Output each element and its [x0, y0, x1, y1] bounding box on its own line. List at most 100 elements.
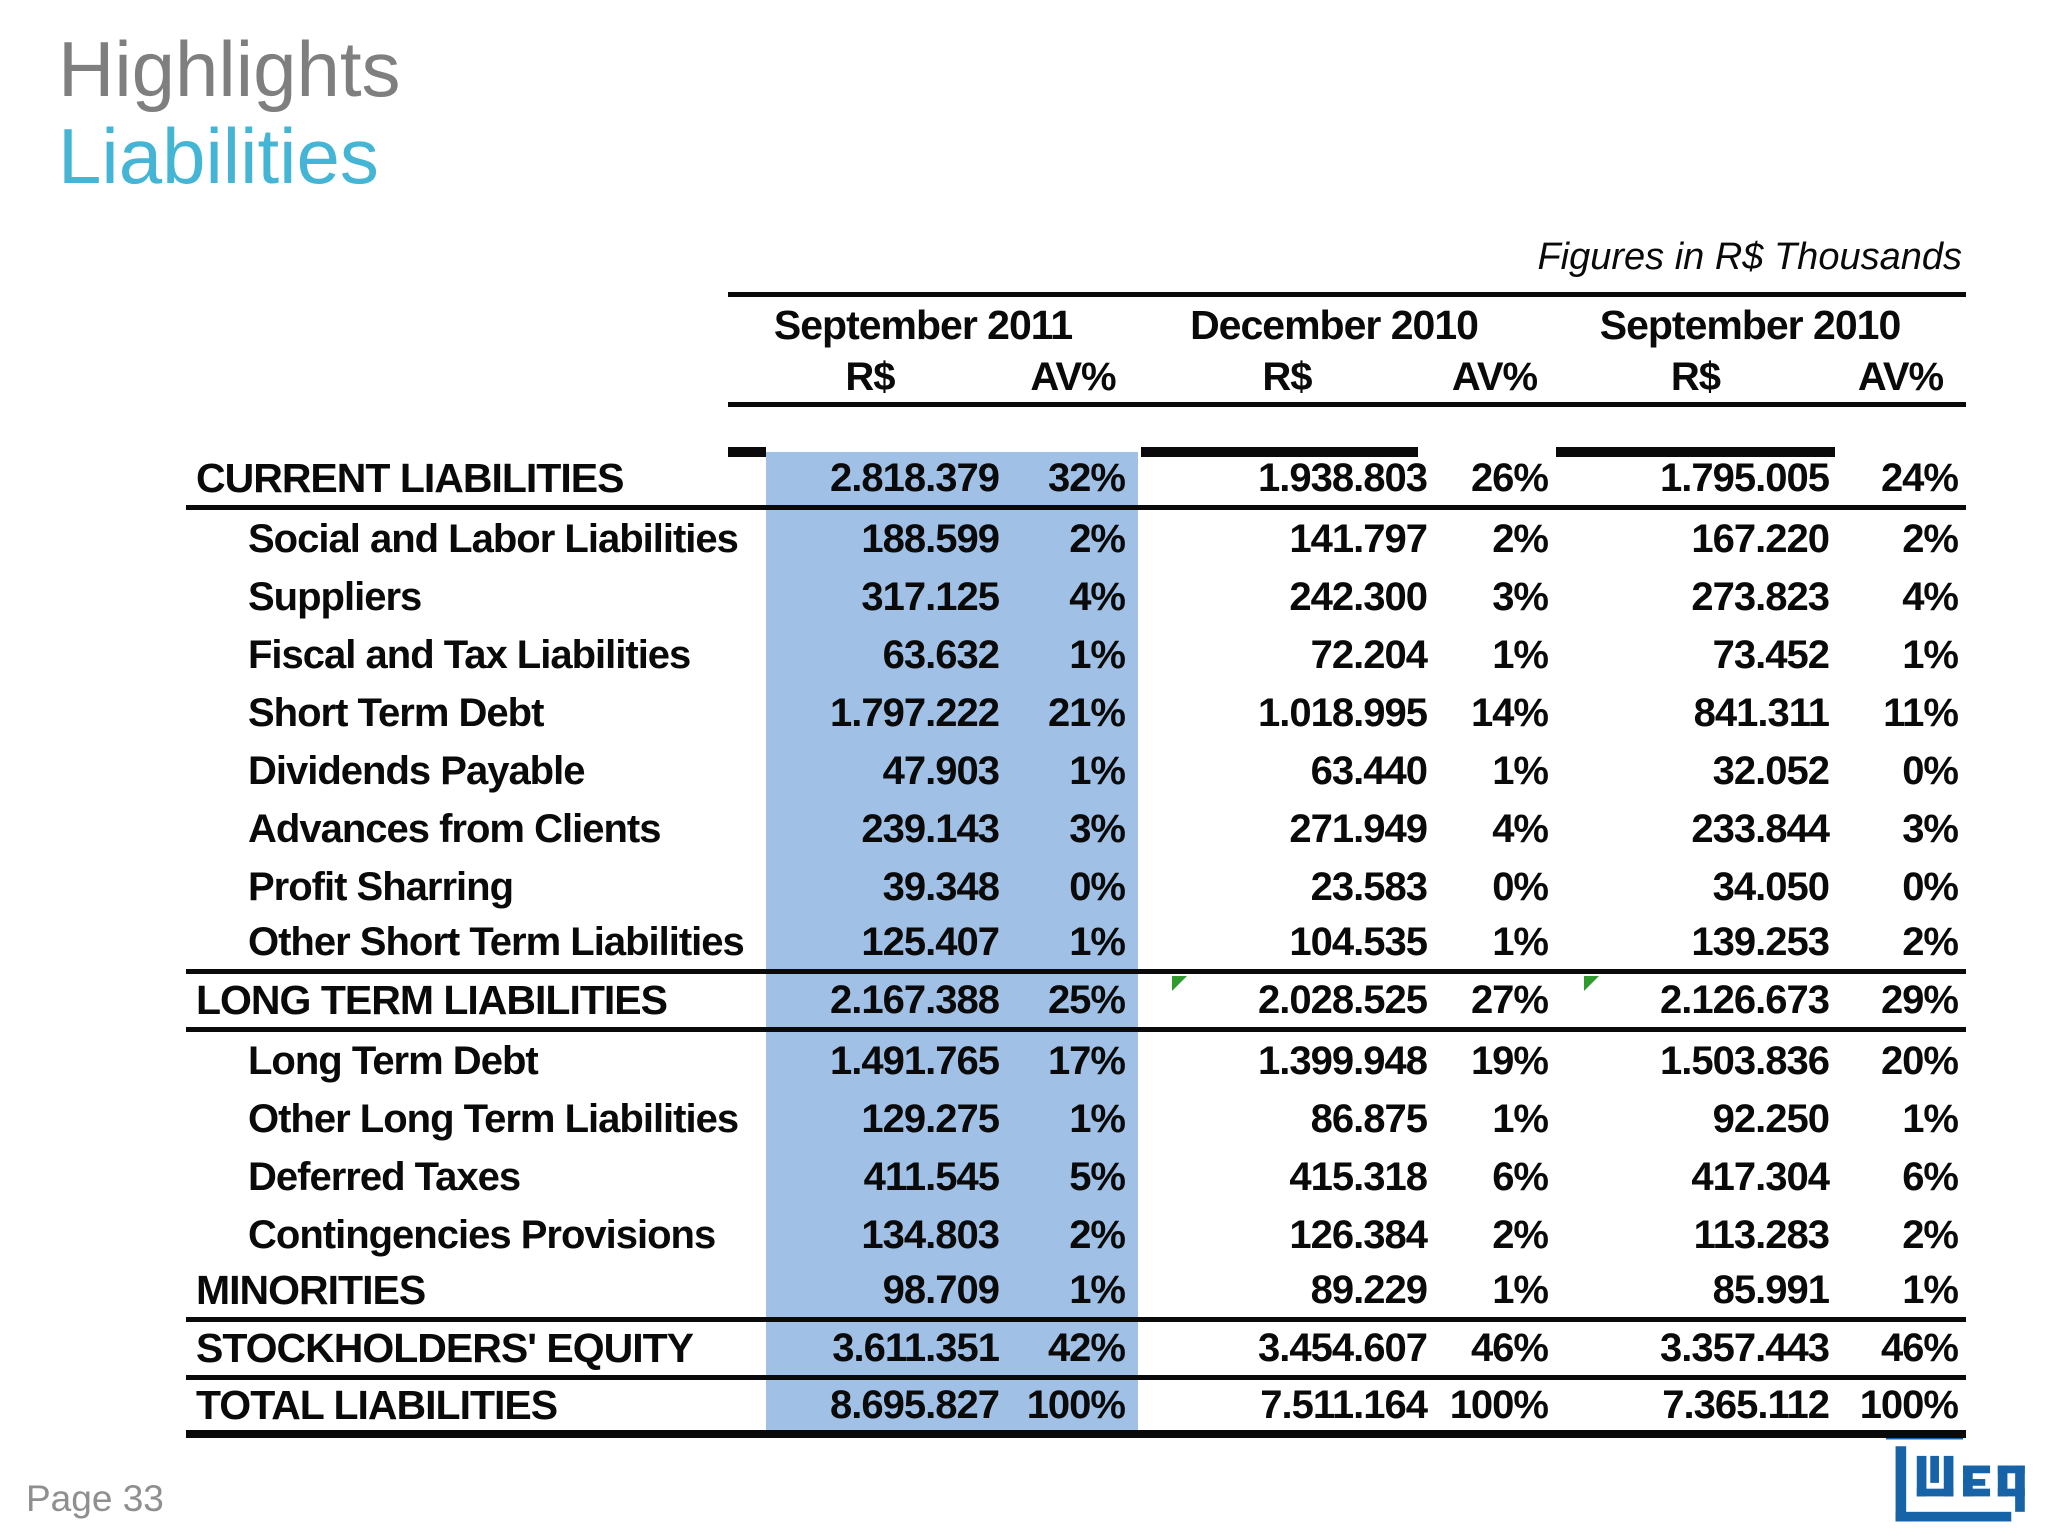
row-value: 3%: [1492, 574, 1549, 619]
row-value: 1.797.222: [830, 690, 1000, 735]
row-value: 141.797: [1289, 516, 1428, 561]
row-value: 3.357.443: [1660, 1326, 1830, 1370]
table-row: Advances from Clients 239.143 3% 271.949 4% 2…: [186, 800, 1966, 858]
row-value: 139.253: [1691, 920, 1830, 964]
row-value: 1%: [1069, 632, 1126, 677]
row-value: 0%: [1902, 864, 1959, 909]
table-row: Suppliers 317.125 4% 242.300 3% 273.823 4%: [186, 568, 1966, 626]
table-row: Social and Labor Liabilities 188.599 2% 141…: [186, 510, 1966, 568]
row-value: 4%: [1902, 574, 1959, 619]
row-label: Long Term Debt: [248, 1038, 539, 1083]
row-value: 6%: [1902, 1154, 1959, 1199]
row-label: Advances from Clients: [248, 806, 661, 851]
row-value: 25%: [1047, 978, 1126, 1022]
row-value: 32.052: [1712, 748, 1830, 793]
row-value: 411.545: [863, 1154, 1000, 1199]
row-value: 3.611.351: [832, 1326, 1000, 1370]
row-value: 104.535: [1289, 920, 1428, 964]
row-value: 8.695.827: [830, 1382, 1000, 1427]
row-value: 14%: [1470, 690, 1549, 735]
row-label: Social and Labor Liabilities: [248, 516, 739, 561]
page-number: Page 33: [26, 1478, 164, 1519]
row-value: 129.275: [861, 1096, 1000, 1141]
row-value: 1%: [1492, 920, 1549, 964]
row-value: 0%: [1492, 864, 1549, 909]
row-value: 46%: [1880, 1326, 1959, 1370]
row-value: 27%: [1470, 978, 1549, 1022]
top-border-segment-sep-2011: [728, 447, 766, 457]
row-value: 1%: [1492, 1268, 1549, 1312]
row-value: 1%: [1069, 748, 1126, 793]
row-value: 85.991: [1712, 1268, 1830, 1312]
row-value: 5%: [1069, 1154, 1126, 1199]
row-value: 4%: [1069, 574, 1126, 619]
col-header-rs-3: R$: [1670, 354, 1721, 399]
weg-logo: [1885, 1430, 2025, 1522]
row-value: 1%: [1492, 632, 1549, 677]
row-value: 1%: [1902, 632, 1959, 677]
row-value: 42%: [1047, 1326, 1126, 1370]
row-value: 92.250: [1712, 1096, 1830, 1141]
row-value: 20%: [1880, 1038, 1959, 1083]
row-label: Short Term Debt: [248, 690, 544, 735]
row-label: Fiscal and Tax Liabilities: [248, 632, 691, 677]
row-label: Suppliers: [248, 574, 422, 619]
period-header-sep-2010: September 2010: [1599, 301, 1902, 348]
row-value: 100%: [1026, 1382, 1126, 1427]
cell-flag-icon: [1584, 976, 1599, 991]
col-header-avp-3: AV%: [1857, 354, 1944, 399]
table-row: Fiscal and Tax Liabilities 63.632 1% 72.204…: [186, 626, 1966, 684]
row-value: 2%: [1902, 516, 1959, 561]
header-rule-bottom: [728, 402, 1966, 407]
table-row-section: CURRENT LIABILITIES 2.818.379 32% 1.938.803…: [186, 452, 1966, 510]
table-row: Short Term Debt 1.797.222 21% 1.018.995 14% 8…: [186, 684, 1966, 742]
row-label: TOTAL LIABILITIES: [196, 1381, 558, 1428]
row-value: 134.803: [861, 1212, 1000, 1257]
highlight-band-september-2011: [766, 452, 1138, 1438]
row-value: 2.818.379: [830, 456, 1000, 500]
row-value: 1%: [1069, 1096, 1126, 1141]
row-label: Other Short Term Liabilities: [248, 920, 745, 964]
row-value: 73.452: [1712, 632, 1830, 677]
row-value: 6%: [1492, 1154, 1549, 1199]
row-value: 242.300: [1289, 574, 1428, 619]
row-value: 11%: [1883, 690, 1959, 735]
row-value: 167.220: [1691, 516, 1830, 561]
row-value: 46%: [1470, 1326, 1549, 1370]
row-value: 0%: [1069, 864, 1126, 909]
row-value: 239.143: [861, 806, 1000, 851]
table-row: Deferred Taxes 411.545 5% 415.318 6% 417.304 6…: [186, 1148, 1966, 1206]
units-note: Figures in R$ Thousands: [1537, 236, 1962, 278]
row-value: 1.491.765: [830, 1038, 1000, 1083]
row-value: 32%: [1047, 456, 1126, 500]
table-row: Contingencies Provisions 134.803 2% 126.384…: [186, 1206, 1966, 1264]
row-value: 100%: [1449, 1382, 1549, 1427]
row-value: 317.125: [861, 574, 1000, 619]
row-value: 21%: [1047, 690, 1126, 735]
row-value: 29%: [1880, 978, 1959, 1022]
row-value: 2%: [1492, 516, 1549, 561]
header-rule-top: [728, 292, 1966, 297]
row-label: Profit Sharring: [248, 864, 514, 909]
page-title: Highlights: [58, 25, 401, 113]
period-header-dec-2010: December 2010: [1190, 301, 1479, 348]
row-value: 3.454.607: [1258, 1326, 1428, 1370]
row-value: 1.018.995: [1258, 690, 1428, 735]
row-label: Dividends Payable: [248, 748, 585, 793]
col-header-rs-2: R$: [1262, 354, 1312, 399]
row-value: 34.050: [1712, 864, 1830, 909]
row-value: 2.126.673: [1660, 978, 1830, 1022]
row-value: 1%: [1492, 748, 1549, 793]
row-value: 86.875: [1310, 1096, 1428, 1141]
row-value: 89.229: [1310, 1268, 1428, 1312]
liabilities-table: CURRENT LIABILITIES 2.818.379 32% 1.938.803…: [186, 452, 1966, 1438]
row-value: 1%: [1069, 920, 1126, 964]
table-row-section: LONG TERM LIABILITIES 2.167.388 25% 2.028.5…: [186, 974, 1966, 1032]
row-value: 126.384: [1289, 1212, 1428, 1257]
row-value: 1.399.948: [1258, 1038, 1428, 1083]
row-value: 2%: [1902, 1212, 1959, 1257]
title-block: Highlights Liabilities: [58, 25, 401, 201]
row-value: 417.304: [1691, 1154, 1830, 1199]
row-value: 1.503.836: [1660, 1038, 1830, 1083]
row-value: 2.167.388: [830, 978, 1000, 1022]
